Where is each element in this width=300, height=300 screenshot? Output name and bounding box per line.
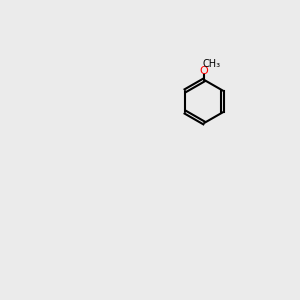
Text: O: O xyxy=(200,66,208,76)
Text: CH₃: CH₃ xyxy=(203,59,221,70)
